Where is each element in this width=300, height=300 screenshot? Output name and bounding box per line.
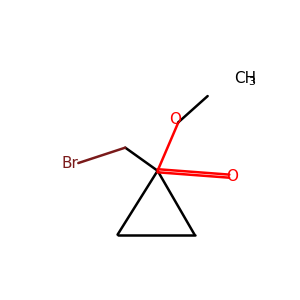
Text: O: O [169, 112, 181, 127]
Text: 3: 3 [248, 77, 256, 87]
Text: O: O [226, 169, 238, 184]
Text: Br: Br [61, 155, 78, 170]
Text: CH: CH [235, 71, 257, 86]
